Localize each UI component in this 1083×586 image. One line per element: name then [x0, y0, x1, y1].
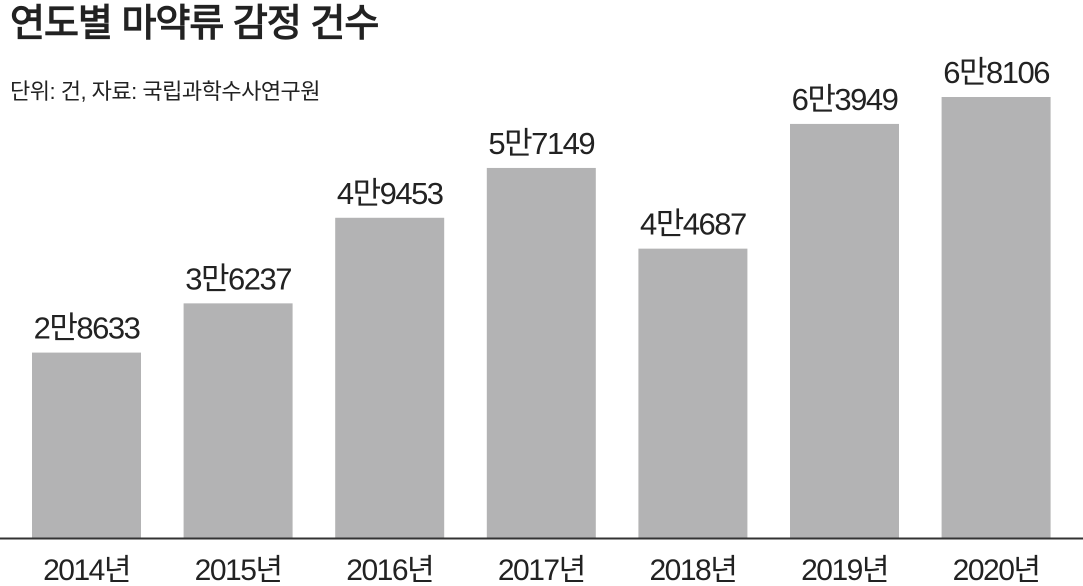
bar: [941, 97, 1051, 538]
value-label: 4만4687: [640, 207, 746, 242]
value-label: 2만8633: [34, 311, 140, 346]
chart-title: 연도별 마약류 감정 건수: [10, 3, 378, 45]
x-tick-label: 2018년: [649, 554, 736, 586]
x-tick-label: 2015년: [195, 554, 282, 586]
x-tick-label: 2017년: [498, 554, 585, 586]
value-label: 3만6237: [185, 261, 291, 296]
x-tick-label: 2019년: [801, 554, 888, 586]
x-tick-label: 2016년: [346, 554, 433, 586]
plot-area: 2만8633 2014년 3만6237 2015년 4만9453 2016년 5만7149 2…: [32, 55, 1051, 586]
chart-subtitle: 단위: 건, 자료: 국립과학수사연구원: [10, 79, 320, 104]
bar: [183, 303, 293, 538]
bar: [638, 248, 748, 539]
value-label: 6만3949: [792, 82, 898, 117]
bar: [32, 352, 141, 538]
bar: [790, 123, 899, 538]
value-label: 6만8106: [943, 55, 1049, 90]
value-label: 4만9453: [337, 176, 443, 211]
bar: [486, 167, 596, 538]
value-label: 5만7149: [488, 126, 594, 161]
x-tick-label: 2020년: [953, 554, 1040, 586]
bar: [335, 217, 445, 538]
x-tick-label: 2014년: [43, 554, 130, 586]
